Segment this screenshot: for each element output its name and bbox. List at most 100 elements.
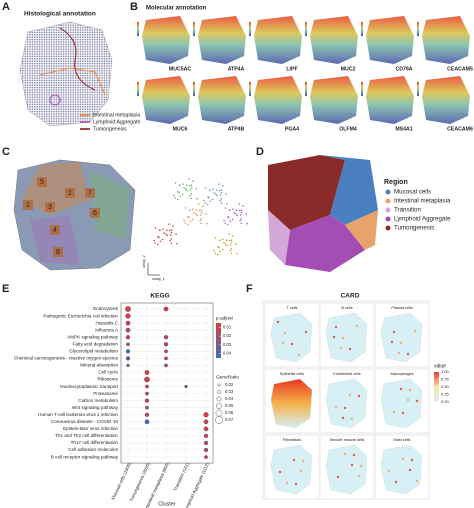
umap-point bbox=[220, 189, 223, 192]
hotspot bbox=[406, 398, 410, 402]
cell-type-label: Fibroblasts bbox=[283, 438, 302, 442]
proportion-map bbox=[325, 312, 368, 363]
legend-label: Mucosal cells bbox=[394, 189, 431, 196]
dot bbox=[203, 419, 209, 425]
umap-point bbox=[185, 184, 188, 187]
umap-point bbox=[222, 238, 224, 240]
umap-point bbox=[232, 235, 234, 237]
gene-label: MUC6 bbox=[173, 126, 188, 132]
y-tick-label: Influenza A bbox=[95, 327, 119, 332]
panel-title: Histological annotation bbox=[24, 11, 96, 18]
hotspot bbox=[408, 388, 412, 392]
umap-point bbox=[218, 183, 220, 185]
gene-label: MUC2 bbox=[341, 66, 356, 72]
hotspot bbox=[278, 470, 282, 474]
umap-point bbox=[214, 237, 217, 239]
umap-point bbox=[219, 199, 222, 202]
dot bbox=[163, 335, 169, 340]
region bbox=[320, 155, 378, 225]
hotspot bbox=[281, 341, 285, 345]
dot bbox=[126, 363, 130, 367]
annotation-outline bbox=[59, 27, 96, 91]
umap-point bbox=[183, 187, 185, 189]
proportion-map bbox=[270, 444, 313, 495]
y-tick-label: Endocytosis bbox=[93, 306, 118, 311]
umap-point bbox=[189, 220, 192, 223]
hotspot bbox=[297, 353, 301, 357]
cell-type-label: Endothelial cells bbox=[333, 372, 361, 376]
hotspot bbox=[406, 352, 410, 356]
color-key bbox=[249, 22, 251, 36]
umap-point bbox=[190, 186, 193, 189]
umap-point bbox=[240, 209, 243, 212]
umap-point bbox=[228, 209, 231, 212]
hotspot bbox=[334, 405, 338, 409]
legend-title: GeneRatio bbox=[216, 374, 239, 380]
umap-point bbox=[230, 248, 232, 250]
umap-point bbox=[205, 213, 207, 215]
umap-point bbox=[208, 189, 211, 192]
umap-point bbox=[183, 219, 185, 222]
dot bbox=[203, 433, 209, 438]
legend-swatch bbox=[216, 396, 222, 402]
legend-swatch bbox=[385, 198, 391, 204]
umap-point bbox=[198, 209, 201, 212]
umap-point bbox=[235, 209, 238, 212]
y-tick-label: Pathogenic Escherichia coli infection bbox=[43, 313, 118, 318]
y-tick-label: Proteasome bbox=[93, 391, 118, 396]
hotspot bbox=[355, 324, 359, 328]
umap-point bbox=[192, 208, 194, 210]
umap-point bbox=[220, 202, 223, 205]
hotspot bbox=[413, 329, 417, 333]
umap-point bbox=[242, 205, 244, 207]
hotspot bbox=[415, 479, 419, 483]
legend-label: Intestinal metaplasia bbox=[93, 112, 140, 118]
dot bbox=[125, 306, 131, 312]
umap-point bbox=[236, 214, 238, 217]
umap-point bbox=[215, 189, 218, 192]
x-axis-label: Cluster bbox=[158, 501, 176, 507]
umap-point bbox=[235, 243, 237, 245]
y-tick-label: B cell receptor signaling pathway bbox=[51, 454, 119, 459]
hotspot bbox=[334, 325, 338, 329]
annotation-outline bbox=[49, 94, 61, 106]
umap-point bbox=[213, 192, 215, 194]
umap-point bbox=[229, 249, 232, 252]
legend-label: 0.03 bbox=[223, 342, 232, 347]
umap-point bbox=[176, 198, 179, 201]
hotspot bbox=[357, 474, 361, 478]
umap-point bbox=[212, 188, 214, 190]
legend-label: Lymphoid Aggregate bbox=[394, 216, 451, 223]
gene-label: MUC5AC bbox=[169, 66, 191, 72]
color-key bbox=[193, 22, 195, 36]
proportion-map bbox=[325, 444, 368, 495]
legend-swatch bbox=[216, 403, 222, 409]
hotspot bbox=[350, 463, 354, 467]
legend-label: 0.50 bbox=[441, 384, 450, 389]
gene-label: LIPF bbox=[286, 66, 297, 72]
umap-point bbox=[211, 198, 214, 201]
gene-label: CEACAM6 bbox=[447, 126, 473, 132]
umap-point bbox=[188, 184, 191, 187]
umap-point bbox=[163, 232, 165, 234]
gene-label: MS4A1 bbox=[395, 126, 412, 132]
dot bbox=[144, 412, 150, 417]
gene-label: ATP4A bbox=[228, 66, 245, 72]
axis-label: umap_1 bbox=[152, 277, 165, 281]
hotspot bbox=[399, 387, 403, 391]
cluster-label: 7 bbox=[88, 190, 92, 197]
hotspot bbox=[294, 482, 298, 486]
color-key bbox=[193, 82, 195, 96]
hotspot bbox=[415, 399, 419, 403]
gene-label: OLFM4 bbox=[339, 126, 357, 132]
dot bbox=[145, 391, 149, 396]
y-tick-label: Mineral absorption bbox=[80, 363, 118, 368]
umap-point bbox=[170, 238, 172, 240]
annotation-outline bbox=[39, 67, 106, 96]
umap-point bbox=[230, 239, 233, 242]
umap-point bbox=[178, 191, 180, 194]
umap-point bbox=[158, 229, 161, 232]
hotspot bbox=[348, 347, 352, 351]
region bbox=[90, 170, 130, 240]
